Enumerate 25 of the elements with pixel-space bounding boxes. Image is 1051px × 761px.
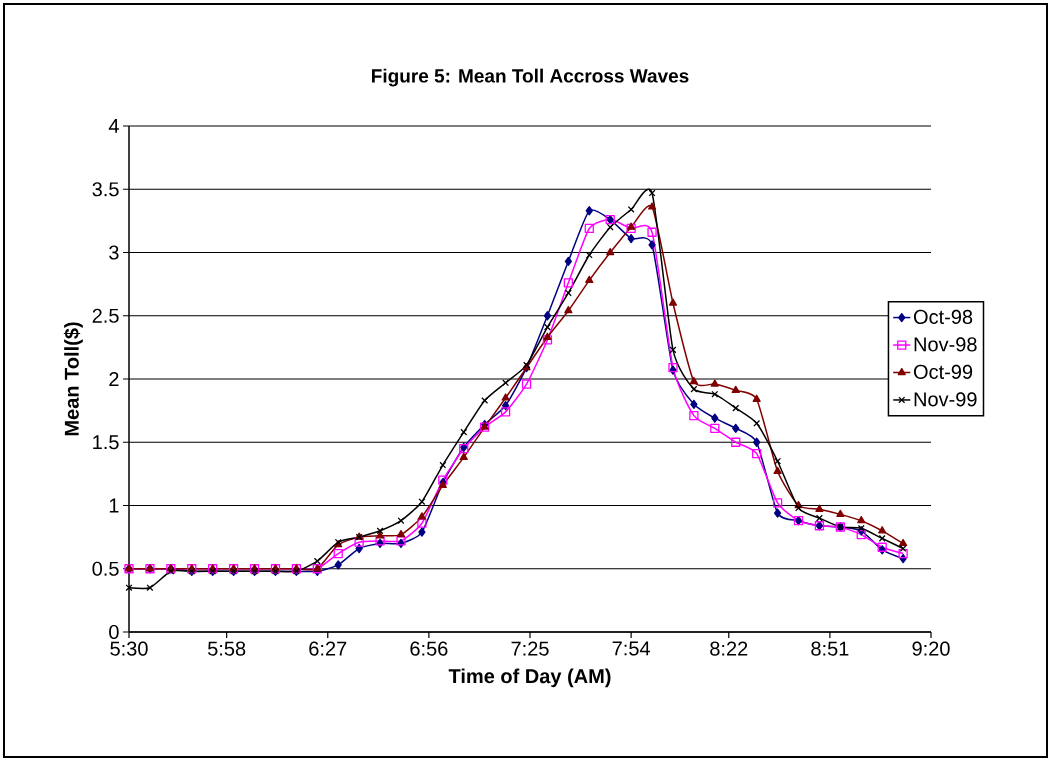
y-tick-label: 3.5 — [92, 182, 119, 197]
y-tick-label: 2.5 — [92, 308, 119, 323]
y-tick-label: 0 — [109, 624, 119, 640]
chart-title: Figure 5: Mean Toll Accross Waves — [372, 68, 689, 87]
x-tick-label: 9:20 — [912, 641, 950, 656]
y-tick-label: 1 — [109, 498, 119, 513]
y-axis-title: Mean Toll($) — [63, 322, 83, 436]
x-tick-label: 6:27 — [309, 641, 347, 656]
legend-label: Oct-99 — [913, 364, 973, 379]
y-tick-label: 4 — [108, 119, 119, 133]
y-tick-label: 0.5 — [92, 561, 119, 576]
y-tick-label: 1.5 — [93, 435, 119, 450]
x-tick-label: 7:25 — [511, 641, 549, 656]
x-tick-label: 8:22 — [710, 641, 748, 656]
x-tick-label: 6:56 — [410, 641, 448, 656]
y-tick-label: 3 — [109, 245, 119, 260]
legend-label: Oct-98 — [913, 309, 973, 324]
x-tick-label: 5:58 — [207, 641, 246, 656]
legend-label: Nov-99 — [914, 392, 977, 407]
x-tick-label: 8:51 — [811, 641, 849, 656]
x-tick-label: 7:54 — [612, 641, 651, 656]
y-tick-label: 2 — [109, 372, 119, 386]
x-tick-label: 5:30 — [110, 641, 148, 656]
legend-label: Nov-98 — [914, 337, 977, 352]
x-axis-title: Time of Day (AM) — [448, 668, 611, 688]
